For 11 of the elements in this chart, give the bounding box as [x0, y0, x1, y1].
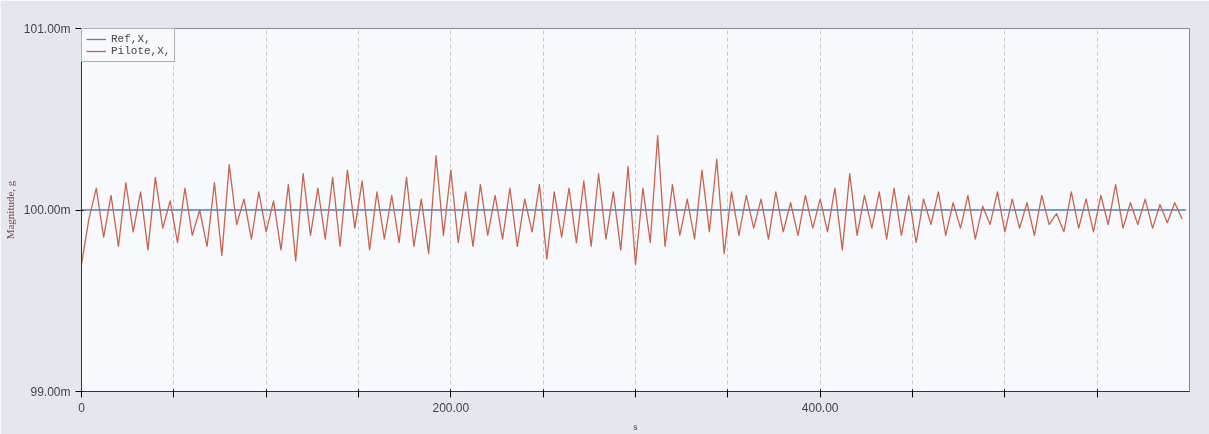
x-axis-title: s [633, 419, 638, 432]
line-series [81, 134, 1183, 266]
y-axis-title: Magnitude, g [3, 180, 16, 240]
x-tick-label: 0 [78, 400, 86, 415]
y-tick-label: 100.00m [23, 203, 71, 217]
x-tick-label: 200.00 [432, 400, 470, 415]
legend-label: Ref,X, [111, 33, 151, 45]
legend-label: Pilote,X, [111, 45, 171, 57]
y-tick-label: 101.00m [23, 21, 71, 36]
x-tick-label: 400.00 [801, 400, 839, 415]
y-tick-label: 99.00m [30, 384, 71, 399]
